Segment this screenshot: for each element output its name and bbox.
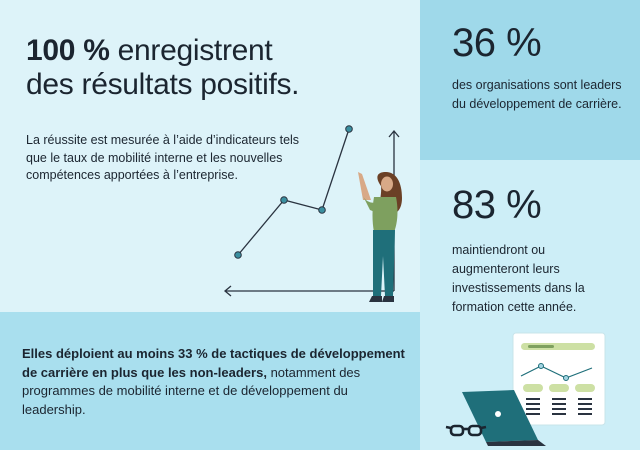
headline-line2: des résultats positifs. [26, 68, 300, 101]
tactics-statement-bold: Elles déploient au moins 33 % de tactiqu… [22, 346, 405, 380]
chart-point [234, 251, 242, 259]
tactics-panel [0, 312, 420, 450]
stat-panel-leaders [420, 0, 640, 160]
woman-figure-illustration [358, 172, 402, 302]
headline-panel [0, 0, 420, 312]
tactics-statement: Elles déploient au moins 33 % de tactiqu… [22, 345, 412, 419]
success-description: La réussite est mesurée à l’aide d’indic… [26, 133, 300, 182]
headline-rest: enregistrent [117, 34, 273, 67]
stat-value-investments: 83 % [452, 183, 542, 227]
chart-point [318, 206, 326, 214]
tactics-statement-rest: notamment des programmes de mobilité int… [22, 364, 361, 417]
headline-bold: 100 % [26, 34, 110, 67]
chart-point [280, 196, 288, 204]
dashboard-illustration [512, 332, 606, 426]
chart-point [345, 125, 353, 133]
glasses-illustration [445, 424, 487, 437]
chart-points [234, 125, 353, 259]
stat-description-leaders: des organisations sont leaders du dévelo… [452, 78, 622, 111]
headline: 100 % enregistrent des résultats positifs… [26, 34, 300, 102]
stat-value-leaders: 36 % [452, 21, 542, 65]
stat-description-investments: maintiendront ou augmenteront leurs inve… [452, 243, 585, 314]
